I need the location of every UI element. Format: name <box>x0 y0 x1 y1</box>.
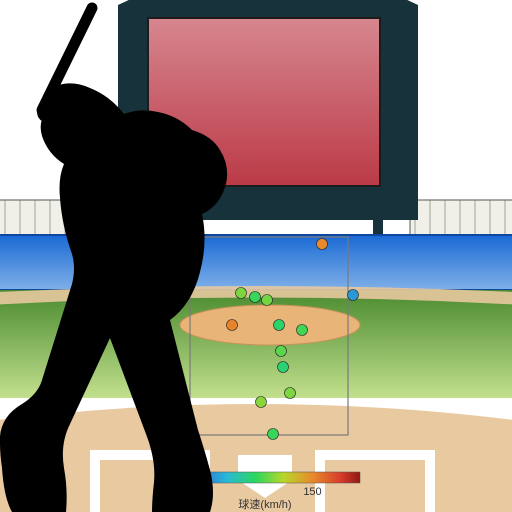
pitch-marker <box>250 292 261 303</box>
colorbar-label: 球速(km/h) <box>238 497 291 511</box>
pitch-marker <box>274 320 285 331</box>
pitch-chart: 100150球速(km/h) <box>0 0 512 512</box>
pitch-marker <box>268 429 279 440</box>
pitch-marker <box>276 346 287 357</box>
mound <box>180 305 360 345</box>
pitch-marker <box>278 362 289 373</box>
pitch-marker <box>236 288 247 299</box>
pitch-marker <box>285 388 296 399</box>
pitch-marker <box>317 239 328 250</box>
pitch-marker <box>348 290 359 301</box>
colorbar-tick: 150 <box>303 486 321 498</box>
pitch-marker <box>256 397 267 408</box>
pitch-marker <box>297 325 308 336</box>
pitch-marker <box>262 295 273 306</box>
pitch-marker <box>227 320 238 331</box>
